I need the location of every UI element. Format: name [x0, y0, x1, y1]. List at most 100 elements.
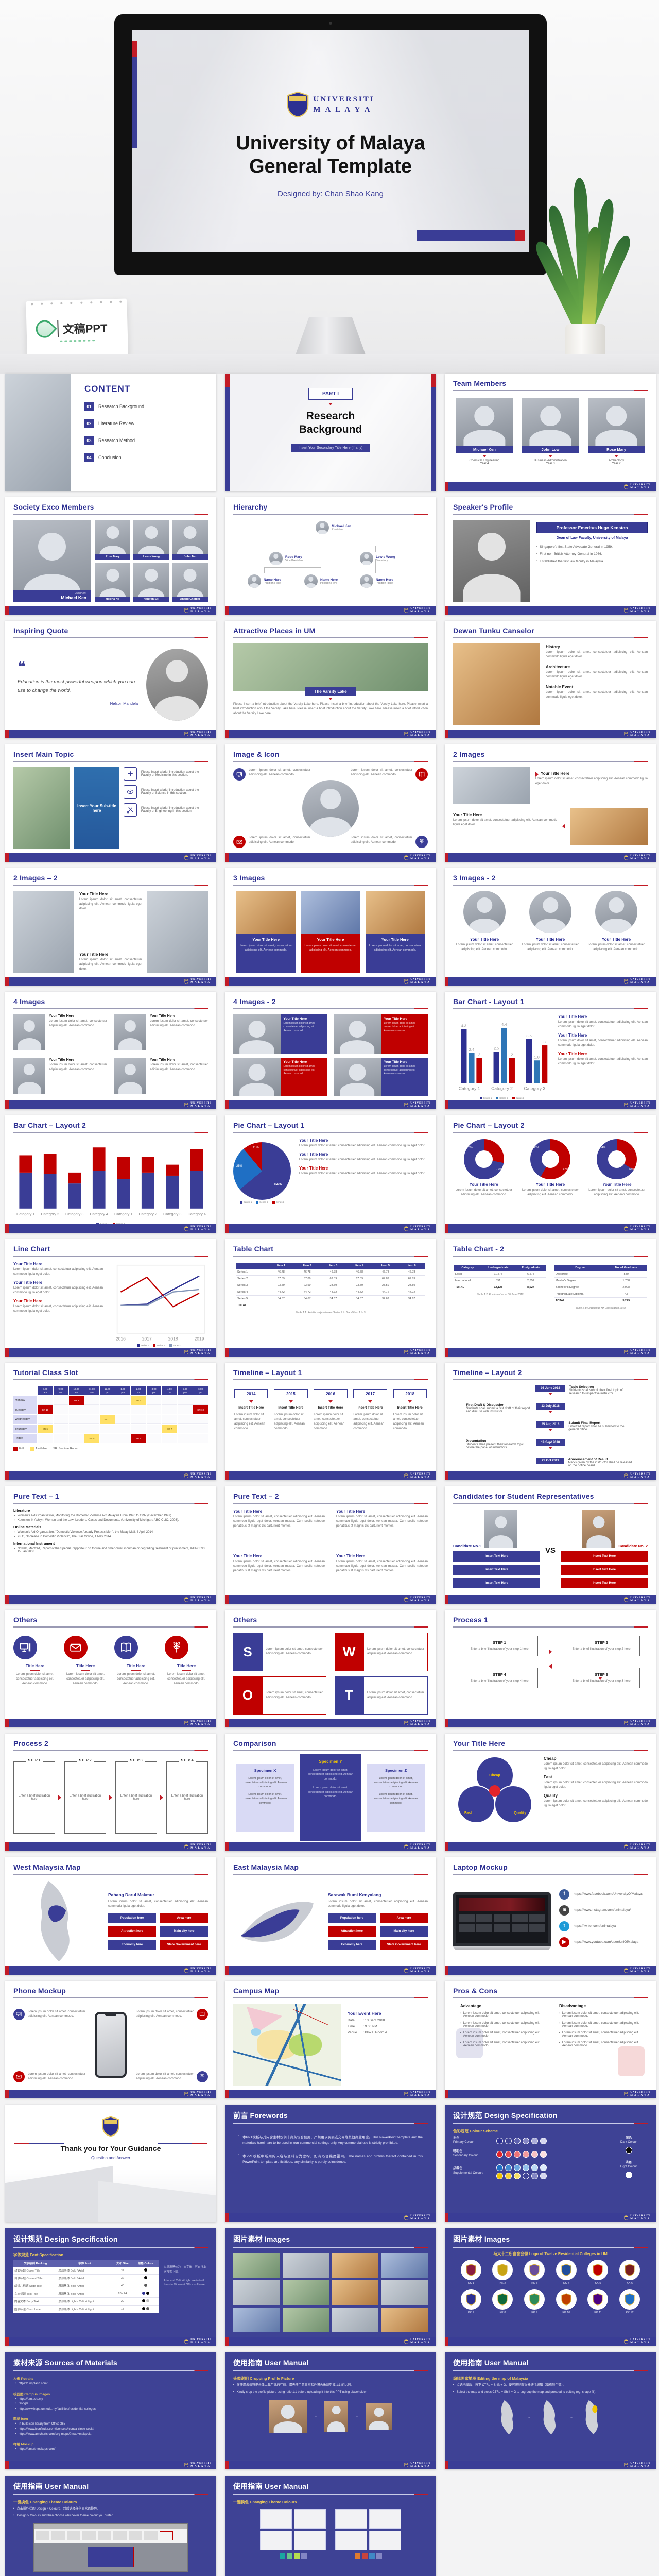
slide-process-1[interactable]: Process 1 STEP 1 Enter a brief illustrat… — [445, 1610, 656, 1727]
image-card[interactable]: Your Title Here Lorem ipsum dolor sit am… — [233, 1014, 327, 1054]
comparison-column[interactable]: Specimen Y Lorem ipsum dolor sit amet, c… — [300, 1754, 361, 1841]
icon-feature-item[interactable]: Title Here Lorem ipsum dolor sit amet, c… — [165, 1636, 208, 1686]
insert-text-bar[interactable]: Insert Text Here — [453, 1565, 540, 1575]
swot-item[interactable]: S Lorem ipsum dolor sit amet, consectetu… — [233, 1633, 326, 1671]
exco-member-card[interactable]: Lewis Wong — [133, 520, 169, 560]
slide-manual-crop[interactable]: 使用指南 User Manual 头像说明 Cropping Profile P… — [225, 2352, 436, 2469]
donut-item[interactable]: 58% 42% Your Title Here Lorem ipsum dolor… — [521, 1138, 580, 1197]
timeline-year[interactable]: 2014 Insert Title Here Lorem ipsum dolor… — [234, 1389, 268, 1431]
slide-others-swot[interactable]: Others S Lorem ipsum dolor sit amet, con… — [225, 1610, 436, 1727]
image-card[interactable]: Your Title Here Lorem ipsum dolor sit am… — [365, 891, 425, 973]
insert-text-bar[interactable]: Insert Text Here — [453, 1551, 540, 1562]
slide-process-2[interactable]: Process 2 STEP 1 Enter a brief illustrat… — [5, 1734, 216, 1851]
slide-insert-main-topic[interactable]: Insert Main Topic Insert Your Sub-title … — [5, 744, 216, 862]
exco-member-card[interactable]: Helena Ng — [95, 562, 131, 602]
info-button[interactable]: Attraction here — [108, 1926, 156, 1937]
icon-feature-item[interactable]: Title Here Lorem ipsum dolor sit amet, c… — [114, 1636, 158, 1686]
slide-candidates[interactable]: Candidates for Student Representatives C… — [445, 1486, 656, 1604]
slide-pure-text-2[interactable]: Pure Text – 2 Your Title Here Lorem ipsum… — [225, 1486, 436, 1604]
slide-sources[interactable]: 素材来源 Sources of Materials 人像 Potraits ▪ h… — [5, 2352, 216, 2469]
slide-inspiring-quote[interactable]: Inspiring Quote ❝ Education is the most … — [5, 621, 216, 738]
slide-dewan-tunku-canselor[interactable]: Dewan Tunku Canselor History Lorem ipsum … — [445, 621, 656, 738]
social-link-row[interactable]: f https://www.facebook.com/UniversityOfM… — [559, 1889, 648, 1900]
slide-forewords[interactable]: 前言 Forewords ▪ 本PPT模板与其内含素材仅供非商务场合使用，严禁用以… — [225, 2105, 436, 2222]
timeline-year[interactable]: 2018 Insert Title Here Lorem ipsum dolor… — [393, 1389, 427, 1431]
comparison-column[interactable]: Specimen Z Lorem ipsum dolor sit amet, c… — [367, 1763, 425, 1832]
slide-comparison[interactable]: Comparison Specimen X Lorem ipsum dolor … — [225, 1734, 436, 1851]
slide-society-exco[interactable]: Society Exco Members President Michael K… — [5, 497, 216, 615]
circle-image-item[interactable]: Your Title Here Lorem ipsum dolor sit am… — [521, 891, 580, 952]
slide-manual-map[interactable]: 使用指南 User Manual 编辑国家地图 Editing the map … — [445, 2352, 656, 2469]
process-step[interactable]: STEP 2 Enter a brief illustration of you… — [563, 1636, 640, 1656]
content-item[interactable]: 01 Research Background — [84, 402, 144, 411]
circle-image-item[interactable]: Your Title Here Lorem ipsum dolor sit am… — [587, 891, 646, 952]
slot-cell[interactable]: SR 6 — [38, 1425, 53, 1433]
slide-manual-theme-1[interactable]: 使用指南 User Manual 一键换色 Changing Theme Col… — [5, 2476, 216, 2576]
process-step[interactable]: STEP 3 Enter a brief illustration here — [115, 1758, 157, 1834]
slide-laptop-mockup[interactable]: Laptop Mockup f https://www.facebook.com… — [445, 1857, 656, 1975]
image-text-item[interactable]: Your Title Here Lorem ipsum dolor sit ame… — [114, 1014, 208, 1053]
slide-pie-chart-1[interactable]: Pie Chart – Layout 1 64% 25% 11% Series … — [225, 1115, 436, 1233]
slide-content[interactable]: CONTENT 01 Research Background 02 Litera… — [5, 374, 216, 491]
slide-four-images-2[interactable]: 4 Images - 2 Your Title Here Lorem ipsum… — [225, 992, 436, 1109]
slide-manual-theme-2[interactable]: 使用指南 User Manual 一键换色 Changing Theme Col… — [225, 2476, 436, 2576]
slide-three-images-2[interactable]: 3 Images - 2 Your Title Here Lorem ipsum… — [445, 868, 656, 986]
org-node[interactable]: Lewis Wong Secretary — [360, 552, 395, 565]
team-member-card[interactable]: Michael Ken Chemical Engineering Year 4 — [456, 398, 513, 465]
timeline-year[interactable]: 2015 Insert Title Here Lorem ipsum dolor… — [274, 1389, 308, 1431]
image-card[interactable]: Your Title Here Lorem ipsum dolor sit am… — [301, 891, 360, 973]
image-card[interactable]: Your Title Here Lorem ipsum dolor sit am… — [334, 1057, 428, 1096]
info-button[interactable]: Main city here — [160, 1926, 208, 1937]
content-item[interactable]: 04 Conclusion — [84, 453, 144, 462]
slide-line-chart[interactable]: Line Chart Your Title Here Lorem ipsum do… — [5, 1239, 216, 1357]
org-node[interactable]: Name Here Position Here — [248, 574, 281, 588]
org-node[interactable]: Name Here Position Here — [304, 574, 338, 588]
slide-bar-chart-1[interactable]: Bar Chart - Layout 1 4.3 2.4 2 Category 1 2.… — [445, 992, 656, 1109]
slide-design-spec-colour[interactable]: 设计规范 Design Specification 色彩规范 Colour Sc… — [445, 2105, 656, 2222]
slot-cell[interactable]: SR 6 — [131, 1434, 146, 1443]
slide-two-images-2[interactable]: 2 Images – 2 Your Title Here Lorem ipsum … — [5, 868, 216, 986]
swot-item[interactable]: O Lorem ipsum dolor sit amet, consectetu… — [233, 1676, 326, 1715]
slide-campus-map[interactable]: Campus Map Your Event Here Date: 13 Sept… — [225, 1981, 436, 2098]
social-link-row[interactable]: ▶ https://www.youtube.com/user/UniOfMala… — [559, 1937, 648, 1947]
timeline-year[interactable]: 2017 Insert Title Here Lorem ipsum dolor… — [353, 1389, 387, 1431]
slide-phone-mockup[interactable]: Phone Mockup Lorem ipsum dolor sit amet,… — [5, 1981, 216, 2098]
slide-pros-cons[interactable]: Pros & Cons Advantage ▪ Lorem ipsum dolor… — [445, 1981, 656, 2098]
donut-item[interactable]: 28% 72% Your Title Here Lorem ipsum dolor… — [454, 1138, 513, 1197]
slot-cell[interactable]: SR 10 — [193, 1405, 208, 1414]
info-button[interactable]: Economy here — [328, 1939, 376, 1950]
slide-thank-you[interactable]: Thank you for Your Guidance Question and… — [5, 2105, 216, 2222]
insert-text-bar[interactable]: Insert Text Here — [561, 1565, 648, 1575]
timeline-year[interactable]: 2016 Insert Title Here Lorem ipsum dolor… — [314, 1389, 348, 1431]
donut-item[interactable]: 34% 66% Your Title Here Lorem ipsum dolor… — [587, 1138, 647, 1197]
slide-three-images[interactable]: 3 Images Your Title Here Lorem ipsum dol… — [225, 868, 436, 986]
exco-president-card[interactable]: President Michael Ken — [13, 520, 91, 602]
icon-feature-item[interactable]: Title Here Lorem ipsum dolor sit amet, c… — [64, 1636, 107, 1686]
slide-tutorial-class-slot[interactable]: Tutorial Class Slot 8.00 am 9.00 am 10.00 am 1… — [5, 1363, 216, 1480]
swot-item[interactable]: T Lorem ipsum dolor sit amet, consectetu… — [335, 1676, 428, 1715]
slide-bar-chart-2[interactable]: Bar Chart – Layout 2 Category 1 Category … — [5, 1115, 216, 1233]
exco-member-card[interactable]: Rose Mary — [95, 520, 131, 560]
slide-timeline-1[interactable]: Timeline – Layout 1 2014 Insert Title He… — [225, 1363, 436, 1480]
slide-two-images[interactable]: 2 Images Your Title Here Lorem ipsum dolo… — [445, 744, 656, 862]
info-button[interactable]: Main city here — [380, 1926, 428, 1937]
slot-cell[interactable]: SR 11 — [100, 1415, 115, 1424]
info-button[interactable]: State Government here — [380, 1939, 428, 1950]
process-step[interactable]: STEP 3 Enter a brief illustration of you… — [563, 1668, 640, 1688]
process-step[interactable]: STEP 1 Enter a brief illustration of you… — [461, 1636, 538, 1656]
slide-attractive-places[interactable]: Attractive Places in UM The Varsity Lake… — [225, 621, 436, 738]
info-button[interactable]: State Government here — [160, 1939, 208, 1950]
insert-text-bar[interactable]: Insert Text Here — [561, 1578, 648, 1588]
process-step[interactable]: STEP 1 Enter a brief illustration here — [13, 1758, 55, 1834]
info-button[interactable]: Attraction here — [328, 1926, 376, 1937]
org-node[interactable]: Rose Mary Vice President — [269, 552, 303, 565]
slide-venn[interactable]: Your Title Here Cheap Fast Quality Cheap… — [445, 1734, 656, 1851]
insert-text-bar[interactable]: Insert Text Here — [453, 1578, 540, 1588]
exco-member-card[interactable]: John Tan — [172, 520, 208, 560]
info-button[interactable]: Population here — [108, 1912, 156, 1923]
content-item[interactable]: 02 Literature Review — [84, 419, 144, 428]
info-button[interactable]: Economy here — [108, 1939, 156, 1950]
process-step[interactable]: STEP 4 Enter a brief illustration of you… — [461, 1668, 538, 1688]
image-card[interactable]: Your Title Here Lorem ipsum dolor sit am… — [334, 1014, 428, 1054]
image-card[interactable]: Your Title Here Lorem ipsum dolor sit am… — [236, 891, 296, 973]
